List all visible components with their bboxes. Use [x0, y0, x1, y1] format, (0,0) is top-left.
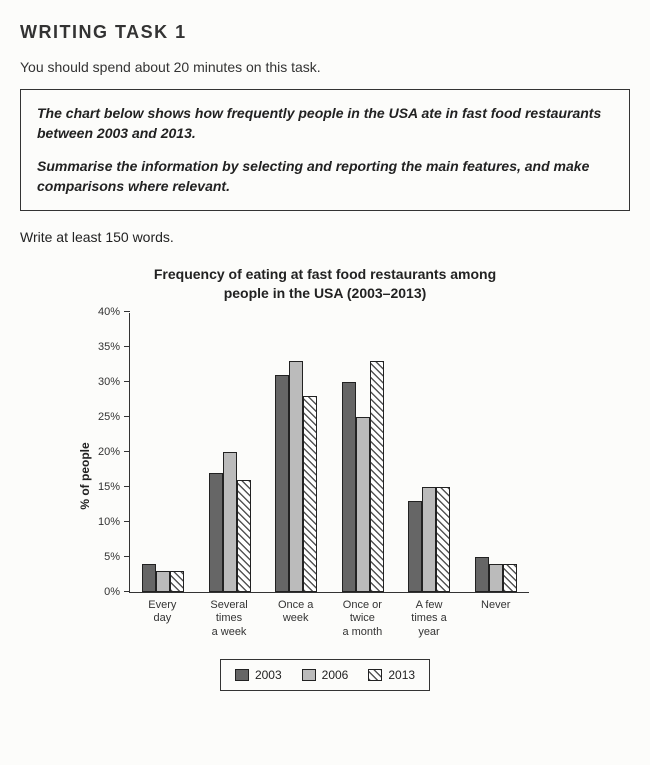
x-tick-label: Once aweek: [262, 593, 329, 639]
category-group: [130, 313, 197, 592]
y-tick-label: 0%: [104, 586, 120, 598]
y-tick-label: 30%: [98, 376, 120, 388]
x-tick-label: Never: [462, 593, 529, 639]
bar: [503, 564, 517, 592]
chart-title-line2: people in the USA (2003–2013): [224, 285, 427, 301]
y-tick-label: 5%: [104, 551, 120, 563]
x-tick-label: Everyday: [129, 593, 196, 639]
category-group: [330, 313, 397, 592]
bars-row: [130, 313, 529, 592]
y-tick-label: 10%: [98, 516, 120, 528]
y-axis-label: % of people: [78, 442, 92, 509]
legend-item-2006: 2006: [302, 668, 349, 682]
chart-title-line1: Frequency of eating at fast food restaur…: [154, 266, 496, 282]
category-group: [463, 313, 530, 592]
legend-item-2013: 2013: [368, 668, 415, 682]
chart-area: % of people 0%5%10%15%20%25%30%35%40% Ev…: [129, 313, 565, 639]
chart-container: Frequency of eating at fast food restaur…: [85, 265, 565, 690]
legend-swatch-light: [302, 669, 316, 681]
bar: [342, 382, 356, 592]
bar: [370, 361, 384, 592]
bar: [237, 480, 251, 592]
bar: [436, 487, 450, 592]
y-tick: [124, 416, 130, 417]
bar: [209, 473, 223, 592]
bar: [489, 564, 503, 592]
y-tick: [124, 381, 130, 382]
y-tick: [124, 451, 130, 452]
x-axis-labels: EverydaySeveraltimesa weekOnce aweekOnce…: [129, 593, 529, 639]
legend-swatch-hatch: [368, 669, 382, 681]
category-group: [263, 313, 330, 592]
bar: [275, 375, 289, 592]
bar: [356, 417, 370, 592]
category-group: [396, 313, 463, 592]
y-tick-label: 25%: [98, 411, 120, 423]
bar: [303, 396, 317, 592]
page-heading: WRITING TASK 1: [20, 22, 630, 43]
y-tick: [124, 311, 130, 312]
task-prompt-box: The chart below shows how frequently peo…: [20, 89, 630, 211]
y-tick: [124, 521, 130, 522]
y-tick-label: 40%: [98, 306, 120, 318]
category-group: [197, 313, 264, 592]
chart-legend: 2003 2006 2013: [220, 659, 430, 691]
y-tick-label: 15%: [98, 481, 120, 493]
min-words: Write at least 150 words.: [20, 229, 630, 245]
bar: [170, 571, 184, 592]
bar: [422, 487, 436, 592]
chart-plot: 0%5%10%15%20%25%30%35%40%: [129, 313, 529, 593]
bar: [223, 452, 237, 592]
prompt-line-2: Summarise the information by selecting a…: [37, 157, 613, 196]
y-tick-label: 20%: [98, 446, 120, 458]
prompt-line-1: The chart below shows how frequently peo…: [37, 104, 613, 143]
legend-label-2003: 2003: [255, 668, 282, 682]
y-tick: [124, 556, 130, 557]
x-tick-label: A fewtimes ayear: [396, 593, 463, 639]
x-tick-label: Severaltimesa week: [196, 593, 263, 639]
time-instruction: You should spend about 20 minutes on thi…: [20, 59, 630, 75]
legend-item-2003: 2003: [235, 668, 282, 682]
legend-label-2013: 2013: [388, 668, 415, 682]
bar: [475, 557, 489, 592]
x-tick-label: Once ortwicea month: [329, 593, 396, 639]
legend-swatch-solid: [235, 669, 249, 681]
bar: [142, 564, 156, 592]
y-tick: [124, 486, 130, 487]
y-tick: [124, 591, 130, 592]
bar: [156, 571, 170, 592]
y-tick: [124, 346, 130, 347]
bar: [408, 501, 422, 592]
legend-label-2006: 2006: [322, 668, 349, 682]
bar: [289, 361, 303, 592]
y-tick-label: 35%: [98, 341, 120, 353]
chart-title: Frequency of eating at fast food restaur…: [85, 265, 565, 303]
